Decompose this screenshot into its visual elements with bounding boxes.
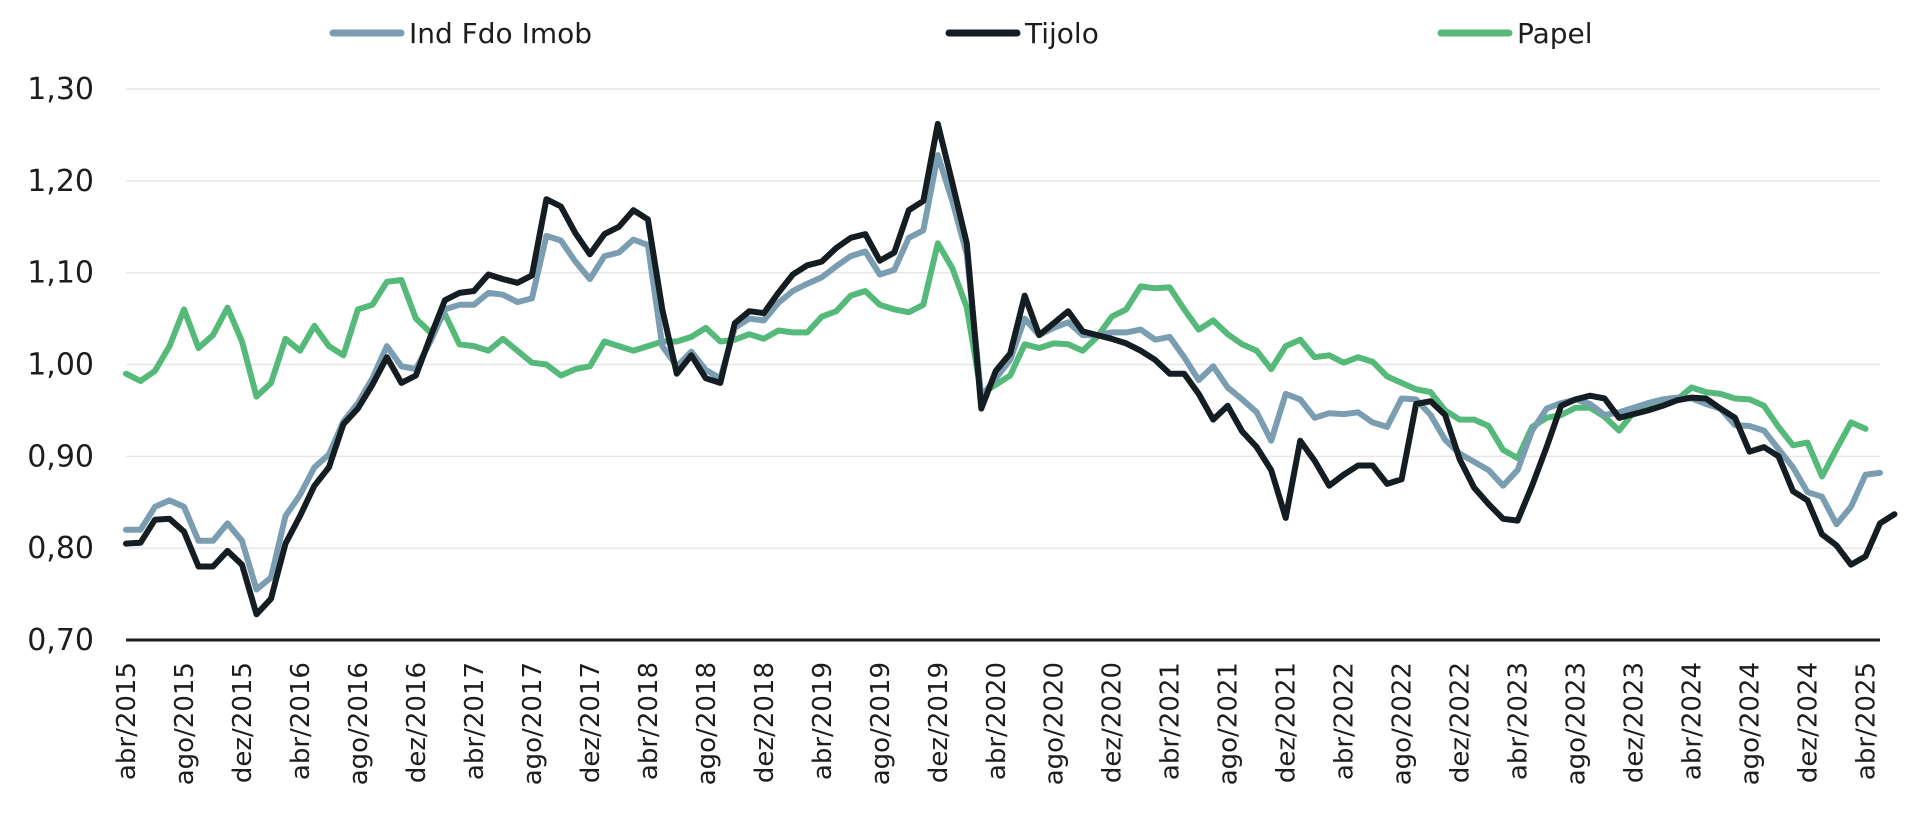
- series-line-papel: [123, 240, 1869, 480]
- y-tick-label: 0,80: [27, 531, 94, 566]
- series-line-tijolo: [123, 120, 1898, 618]
- legend-label: Ind Fdo Imob: [409, 17, 592, 50]
- x-tick-label: abr/2024: [1678, 662, 1708, 780]
- x-tick-label: dez/2022: [1446, 662, 1476, 783]
- x-tick-label: abr/2021: [1156, 662, 1186, 780]
- x-tick-label: dez/2024: [1794, 662, 1824, 783]
- x-tick-label: dez/2017: [576, 662, 606, 783]
- x-axis: abr/2015 ago/2015 dez/2015 abr/2016 ago/2016…: [112, 662, 1882, 785]
- x-tick-label: ago/2018: [692, 662, 722, 785]
- y-tick-label: 1,00: [27, 348, 94, 383]
- x-tick-label: ago/2020: [1040, 662, 1070, 785]
- x-tick-label: ago/2015: [170, 662, 200, 785]
- x-tick-label: dez/2023: [1620, 662, 1650, 783]
- x-tick-label: abr/2018: [634, 662, 664, 780]
- series-line-ind-fdo-imob: [123, 152, 1883, 593]
- y-tick-label: 0,70: [27, 623, 94, 658]
- legend-item: Tijolo: [945, 17, 1099, 50]
- legend-item: Papel: [1437, 17, 1593, 50]
- gridlines: [126, 88, 1880, 549]
- x-tick-label: abr/2017: [460, 662, 490, 780]
- x-tick-label: dez/2018: [750, 662, 780, 783]
- y-tick-label: 1,20: [27, 164, 94, 199]
- x-tick-label: abr/2015: [112, 662, 142, 780]
- legend-label: Tijolo: [1024, 17, 1099, 50]
- x-tick-label: ago/2017: [518, 662, 548, 785]
- y-tick-label: 1,30: [27, 72, 94, 107]
- x-tick-label: abr/2019: [808, 662, 838, 780]
- x-tick-label: abr/2025: [1852, 662, 1882, 780]
- x-tick-label: ago/2022: [1388, 662, 1418, 785]
- x-tick-label: ago/2023: [1562, 662, 1592, 785]
- x-tick-label: ago/2024: [1736, 662, 1766, 785]
- x-tick-label: ago/2016: [344, 662, 374, 785]
- x-tick-label: dez/2021: [1272, 662, 1302, 783]
- x-tick-label: dez/2020: [1098, 662, 1128, 783]
- series-lines: [123, 120, 1898, 618]
- x-tick-label: ago/2021: [1214, 662, 1244, 785]
- x-tick-label: dez/2015: [228, 662, 258, 783]
- x-tick-label: abr/2022: [1330, 662, 1360, 780]
- y-tick-label: 0,90: [27, 439, 94, 474]
- x-tick-label: abr/2016: [286, 662, 316, 780]
- x-tick-label: dez/2019: [924, 662, 954, 783]
- legend: Ind Fdo Imob Tijolo Papel: [329, 17, 1593, 50]
- legend-item: Ind Fdo Imob: [329, 17, 592, 50]
- x-tick-label: ago/2019: [866, 662, 896, 785]
- legend-label: Papel: [1517, 17, 1593, 50]
- x-tick-label: dez/2016: [402, 662, 432, 783]
- y-tick-label: 1,10: [27, 256, 94, 291]
- y-axis: 0,70 0,80 0,90 1,00 1,10 1,20 1,30: [27, 72, 94, 658]
- x-tick-label: abr/2020: [982, 662, 1012, 780]
- x-tick-label: abr/2023: [1504, 662, 1534, 780]
